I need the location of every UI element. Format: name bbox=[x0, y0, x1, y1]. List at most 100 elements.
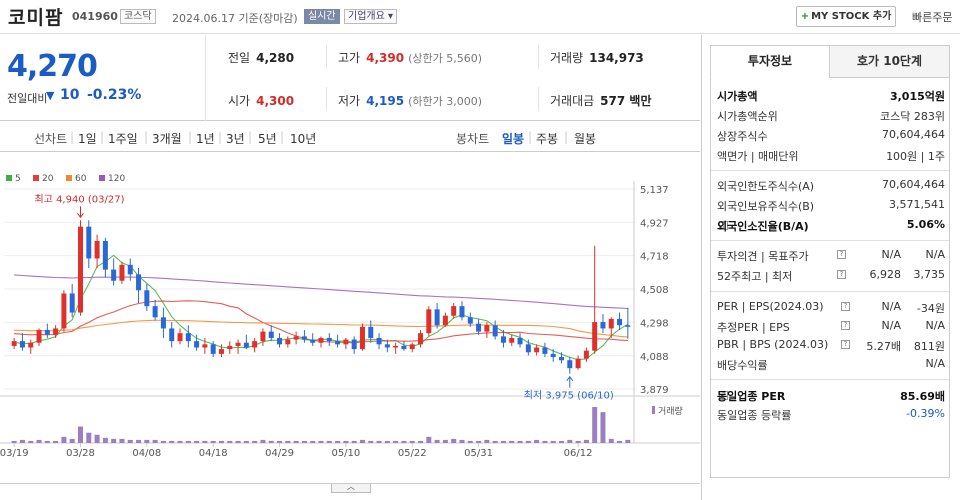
candle-body bbox=[36, 330, 42, 343]
candle-body bbox=[608, 318, 614, 329]
volume-bar bbox=[86, 432, 92, 443]
candle-body bbox=[227, 345, 233, 350]
info-row: PER | EPS(2024.03) N/A? -34원 bbox=[717, 300, 945, 316]
volume-bar bbox=[160, 440, 166, 443]
candlestick-chart-svg[interactable]: 5 20 60 120 5,137 4,927 4,718 4,508 4,298 4,088 3,… bbox=[0, 153, 700, 483]
candle-body bbox=[583, 350, 589, 359]
legend-swatch bbox=[66, 175, 72, 181]
volume-bar bbox=[169, 440, 175, 443]
candle-body bbox=[600, 322, 606, 329]
tab-1y[interactable]: 1년 bbox=[196, 132, 215, 146]
volume-bar bbox=[69, 438, 75, 443]
tab-monthly[interactable]: 월봉 bbox=[574, 132, 597, 146]
volume-bar bbox=[525, 440, 531, 443]
candle-body bbox=[550, 353, 556, 358]
legend-label: 120 bbox=[108, 174, 125, 184]
info-label: PER | EPS(2024.03) bbox=[717, 300, 824, 313]
help-icon[interactable]: ? bbox=[837, 270, 846, 279]
info-row: 추정PER | EPS N/A? N/A bbox=[717, 319, 945, 335]
candle-body bbox=[418, 333, 424, 345]
candle-body bbox=[384, 344, 390, 348]
tab-5y[interactable]: 5년 bbox=[258, 132, 277, 146]
tab-1w[interactable]: 1주일 bbox=[108, 132, 138, 146]
volume-bar bbox=[28, 440, 34, 443]
candle-body bbox=[268, 331, 274, 338]
help-icon[interactable]: ? bbox=[837, 250, 846, 259]
help-icon[interactable]: ? bbox=[841, 340, 850, 349]
candle-body bbox=[318, 337, 324, 343]
info-label: 52주최고 | 최저 bbox=[717, 270, 793, 283]
y-tick-label: 4,298 bbox=[640, 318, 669, 329]
x-tick-label: 03/19 bbox=[0, 448, 29, 459]
volume-bar bbox=[301, 440, 307, 443]
volume-bar bbox=[500, 440, 506, 443]
candle-body bbox=[542, 347, 548, 354]
tab-weekly[interactable]: 주봉 bbox=[536, 132, 559, 146]
company-overview-dropdown[interactable]: 기업개요 ▾ bbox=[344, 9, 397, 24]
help-icon[interactable]: ? bbox=[719, 221, 728, 230]
diff-value: 10 bbox=[60, 87, 80, 103]
trade-amount: 거래대금 577 백만 bbox=[550, 94, 652, 108]
tab-3y[interactable]: 3년 bbox=[226, 132, 245, 146]
live-badge[interactable]: 실시간 bbox=[304, 9, 340, 24]
open-price: 시가 4,300 bbox=[228, 94, 295, 108]
tab-10y[interactable]: 10년 bbox=[290, 132, 317, 146]
volume-bar bbox=[326, 440, 332, 443]
info-label: 동일업종 PER bbox=[717, 390, 786, 403]
candle-chart-label[interactable]: 봉차트 bbox=[456, 132, 490, 146]
chart-footer: ︿ bbox=[0, 483, 700, 500]
tab-1d[interactable]: 1일 bbox=[78, 132, 97, 146]
volume-bar bbox=[359, 439, 365, 443]
volume-bar bbox=[401, 440, 407, 443]
info-value: 5.06% bbox=[906, 218, 945, 231]
candle-body bbox=[185, 333, 191, 342]
candle-body bbox=[194, 341, 200, 348]
volume-bar bbox=[318, 440, 324, 443]
max-arrow-head bbox=[77, 213, 84, 219]
candle-body bbox=[160, 317, 166, 329]
price-summary: 4,270 전일대비 ▼ 10 -0.23% 전일 4,280 시가 4,300 고… bbox=[0, 35, 700, 121]
info-label: 외국인한도주식수(A) bbox=[717, 180, 815, 193]
volume-bar bbox=[343, 440, 349, 443]
collapse-chart-button[interactable]: ︿ bbox=[331, 483, 371, 493]
candle-body bbox=[277, 337, 283, 345]
current-price: 4,270 bbox=[7, 49, 98, 84]
legend-swatch bbox=[33, 175, 39, 181]
volume-bar bbox=[243, 440, 249, 443]
volume-bar bbox=[310, 440, 316, 443]
help-icon[interactable]: ? bbox=[841, 321, 850, 330]
volume-bar bbox=[61, 436, 67, 443]
volume-bar bbox=[152, 439, 158, 443]
ma60-line bbox=[14, 319, 628, 338]
ma120-line bbox=[14, 274, 628, 310]
x-tick-label: 04/08 bbox=[132, 448, 161, 459]
candle-body bbox=[243, 342, 249, 348]
volume-bar bbox=[177, 440, 183, 443]
price-chart[interactable]: 5 20 60 120 5,137 4,927 4,718 4,508 4,298 4,088 3,… bbox=[0, 153, 700, 483]
add-my-stock-button[interactable]: + MY STOCK 추가 bbox=[796, 6, 896, 27]
stock-header: 코미팜 041960 코스닥 2024.06.17 기준(장마감) 실시간 기업… bbox=[0, 0, 960, 34]
tab-3m[interactable]: 3개월 bbox=[152, 132, 182, 146]
chevron-right-icon[interactable]: › bbox=[719, 111, 723, 121]
volume-bar bbox=[202, 440, 208, 443]
volume-bar bbox=[600, 412, 606, 443]
tab-orderbook-10[interactable]: 호가 10단계 bbox=[829, 45, 950, 78]
volume-bar bbox=[608, 438, 614, 443]
candle-body bbox=[592, 322, 598, 351]
tab-daily[interactable]: 일봉 bbox=[502, 132, 525, 146]
volume-bar bbox=[426, 436, 432, 443]
volume-bar bbox=[227, 440, 233, 443]
info-value: 70,604,464 bbox=[882, 178, 945, 191]
candle-body bbox=[525, 344, 531, 353]
volume-bar bbox=[111, 438, 117, 443]
quick-order-link[interactable]: 빠른주문 bbox=[912, 11, 953, 24]
candle-body bbox=[343, 339, 349, 345]
volume-bar bbox=[617, 440, 623, 443]
help-icon[interactable]: ? bbox=[719, 391, 728, 400]
candle-body bbox=[210, 344, 216, 354]
line-chart-label[interactable]: 선차트 bbox=[34, 132, 68, 146]
y-tick-label: 4,927 bbox=[640, 218, 669, 229]
tab-invest-info[interactable]: 투자정보 bbox=[710, 45, 830, 78]
candle-body bbox=[94, 240, 100, 259]
help-icon[interactable]: ? bbox=[841, 302, 850, 311]
